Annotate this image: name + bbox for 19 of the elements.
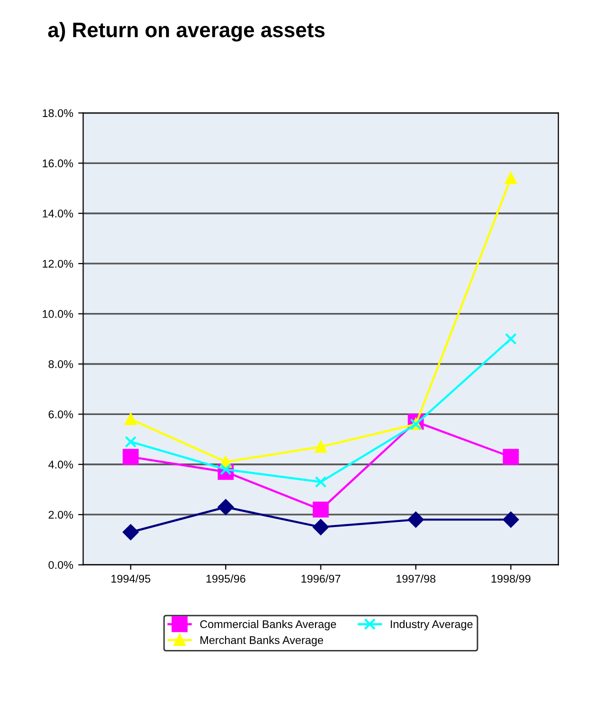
y-tick-label: 18.0%	[42, 109, 74, 118]
x-tick-label: 1996/97	[302, 574, 340, 583]
y-tick-label: 10.0%	[42, 310, 74, 318]
y-tick-label: 6.0%	[48, 410, 74, 418]
y-tick-label: 16.0%	[42, 159, 74, 168]
y-tick-label: 4.0%	[48, 460, 74, 469]
x-tick-label: 1995/96	[206, 574, 246, 583]
legend-label: Commercial Banks Average	[200, 620, 336, 630]
y-tick-label: 0.0%	[48, 561, 74, 569]
legend-label: Industry Average	[390, 620, 473, 630]
x-tick-label: 1994/95	[111, 574, 150, 583]
chart-title: a) Return on average assets	[48, 22, 325, 42]
y-tick-label: 12.0%	[42, 260, 74, 268]
y-tick-label: 14.0%	[42, 210, 74, 218]
x-tick-label: 1997/98	[396, 574, 436, 583]
x-tick-label: 1998/99	[492, 574, 530, 583]
y-tick-label: 2.0%	[48, 510, 74, 519]
legend-label: Merchant Banks Average	[200, 636, 324, 646]
y-tick-label: 8.0%	[48, 360, 74, 368]
